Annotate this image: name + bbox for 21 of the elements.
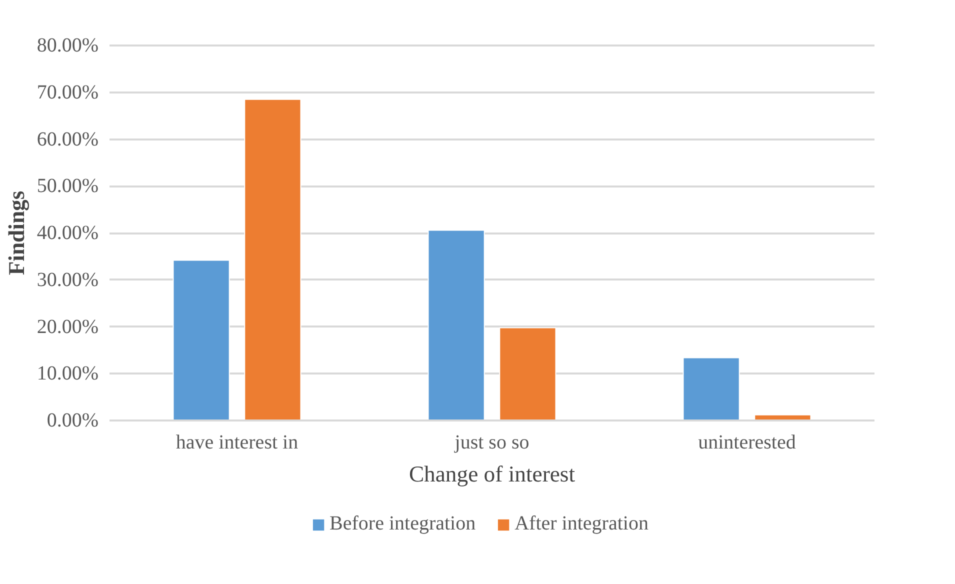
bar — [172, 260, 230, 420]
x-axis-title: Change of interest — [408, 462, 576, 486]
bar — [244, 98, 302, 420]
y-tick-label: 80.00% — [36, 34, 99, 56]
y-tick-label: 40.00% — [36, 222, 99, 244]
y-tick-label: 50.00% — [36, 175, 99, 198]
y-axis-title: Findings — [4, 190, 29, 276]
y-tick-label: 10.00% — [36, 362, 99, 385]
x-tick-label: uninterested — [698, 432, 796, 454]
y-tick-label: 70.00% — [36, 81, 99, 104]
y-tick-label: 30.00% — [36, 268, 99, 291]
bar — [682, 357, 740, 420]
y-tick-label: 20.00% — [36, 316, 99, 338]
x-tick-label: have interest in — [176, 432, 298, 454]
y-tick-label: 60.00% — [36, 128, 99, 150]
legend-label: After integration — [514, 512, 648, 536]
bar — [428, 230, 485, 420]
y-tick-label: 0.00% — [46, 410, 99, 432]
legend-label: Before integration — [330, 512, 476, 536]
x-tick-label: just so so — [454, 432, 530, 454]
bar — [499, 327, 556, 420]
